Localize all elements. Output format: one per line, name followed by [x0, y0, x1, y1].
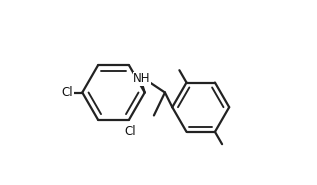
Text: Cl: Cl — [61, 86, 73, 99]
Text: Cl: Cl — [124, 125, 136, 138]
Text: NH: NH — [133, 72, 151, 85]
